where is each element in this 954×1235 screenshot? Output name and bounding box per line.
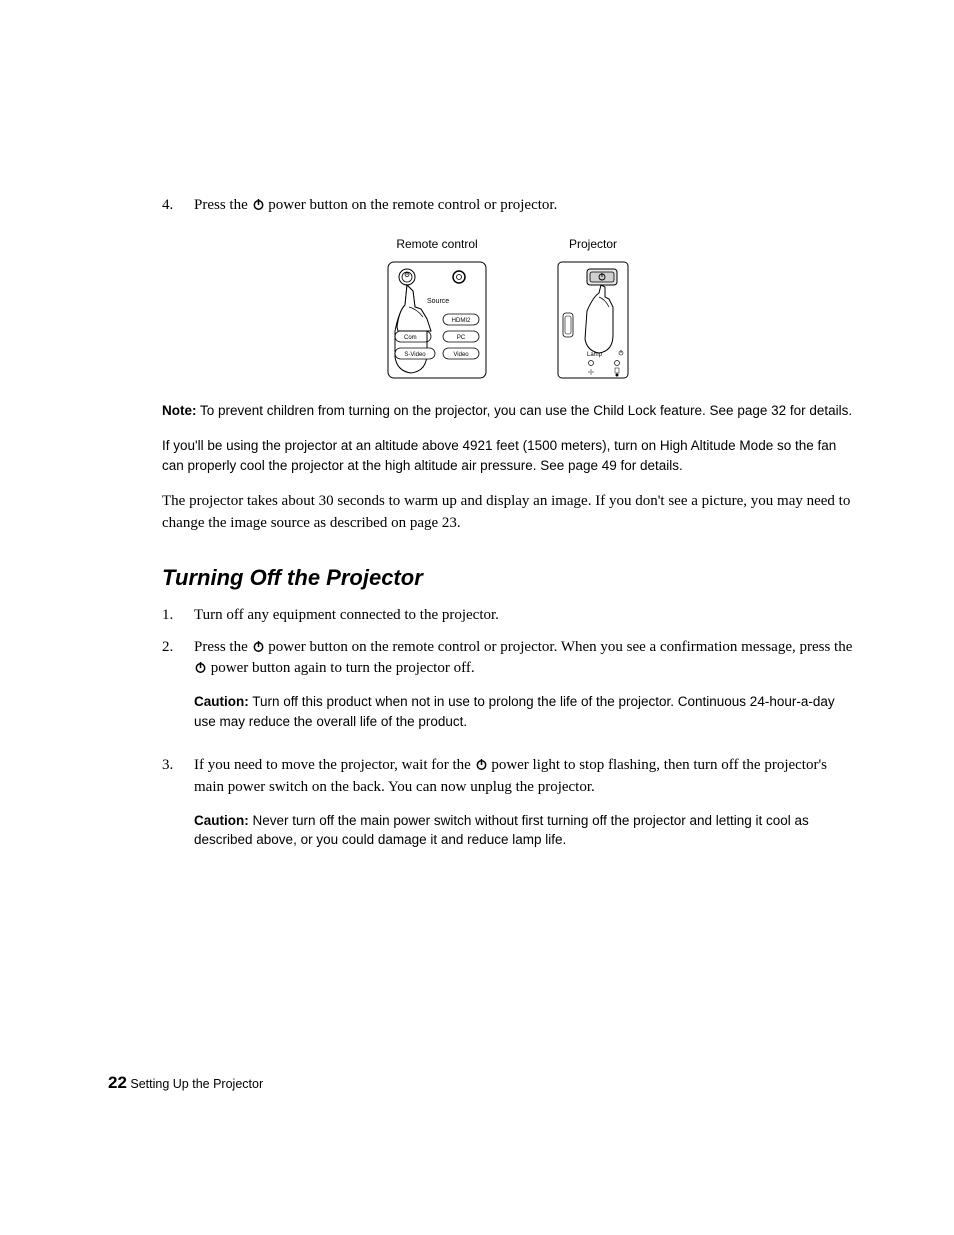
step-4-num: 4.	[162, 195, 194, 217]
off-step-1-num: 1.	[162, 605, 194, 627]
power-icon	[252, 640, 265, 653]
remote-source-label: Source	[427, 298, 449, 305]
caution-1-text: Turn off this product when not in use to…	[194, 694, 835, 729]
off-step-3-num: 3.	[162, 755, 194, 864]
turn-off-steps: 1. Turn off any equipment connected to t…	[162, 605, 854, 864]
figure-projector-label: Projector	[569, 237, 617, 251]
warmup-paragraph: The projector takes about 30 seconds to …	[162, 491, 854, 535]
svg-text:Com: Com	[404, 335, 417, 341]
note-text: To prevent children from turning on the …	[197, 403, 853, 418]
page-footer: 22 Setting Up the Projector	[108, 1073, 263, 1093]
power-icon	[252, 198, 265, 211]
svg-text:Lamp: Lamp	[587, 352, 603, 358]
off-step-3-pre: If you need to move the projector, wait …	[194, 757, 475, 773]
off-step-2-pre: Press the	[194, 639, 252, 655]
caution-1-lead: Caution:	[194, 694, 249, 709]
page-content: 4. Press the power button on the remote …	[0, 0, 954, 864]
svg-text:S-Video: S-Video	[404, 352, 426, 358]
remote-diagram: Source HDMI2 PC Video Com S-Video	[387, 261, 487, 379]
figure-row: Remote control Source HDMI2 PC	[162, 237, 854, 379]
svg-text:PC: PC	[457, 335, 466, 341]
caution-2: Caution: Never turn off the main power s…	[194, 811, 854, 850]
figure-remote-label: Remote control	[396, 237, 477, 251]
projector-diagram: Lamp	[557, 261, 629, 379]
svg-text:HDMI2: HDMI2	[452, 318, 471, 324]
section-heading: Turning Off the Projector	[162, 565, 854, 591]
off-step-2-mid: power button on the remote control or pr…	[265, 639, 853, 655]
note-lead: Note:	[162, 403, 197, 418]
page-number: 22	[108, 1073, 127, 1092]
caution-2-text: Never turn off the main power switch wit…	[194, 813, 809, 848]
off-step-2-post: power button again to turn the projector…	[207, 660, 475, 676]
step-4: 4. Press the power button on the remote …	[162, 195, 854, 217]
off-step-2: 2. Press the power button on the remote …	[162, 637, 854, 746]
svg-text:Video: Video	[453, 352, 469, 358]
off-step-1: 1. Turn off any equipment connected to t…	[162, 605, 854, 627]
note-child-lock: Note: To prevent children from turning o…	[162, 401, 854, 421]
off-step-2-text: Press the power button on the remote con…	[194, 637, 854, 746]
footer-section: Setting Up the Projector	[127, 1077, 263, 1091]
off-step-1-text: Turn off any equipment connected to the …	[194, 605, 854, 627]
note-altitude-text: If you'll be using the projector at an a…	[162, 438, 836, 473]
figure-projector: Projector Lamp	[557, 237, 629, 379]
caution-2-lead: Caution:	[194, 813, 249, 828]
step-list-top: 4. Press the power button on the remote …	[162, 195, 854, 217]
off-step-2-num: 2.	[162, 637, 194, 746]
off-step-3-text: If you need to move the projector, wait …	[194, 755, 854, 864]
power-icon	[475, 758, 488, 771]
figure-remote: Remote control Source HDMI2 PC	[387, 237, 487, 379]
caution-1: Caution: Turn off this product when not …	[194, 692, 854, 731]
note-altitude: If you'll be using the projector at an a…	[162, 436, 854, 475]
step-4-text: Press the power button on the remote con…	[194, 195, 854, 217]
step-4-pre: Press the	[194, 197, 252, 213]
off-step-3: 3. If you need to move the projector, wa…	[162, 755, 854, 864]
step-4-post: power button on the remote control or pr…	[265, 197, 558, 213]
power-icon	[194, 661, 207, 674]
